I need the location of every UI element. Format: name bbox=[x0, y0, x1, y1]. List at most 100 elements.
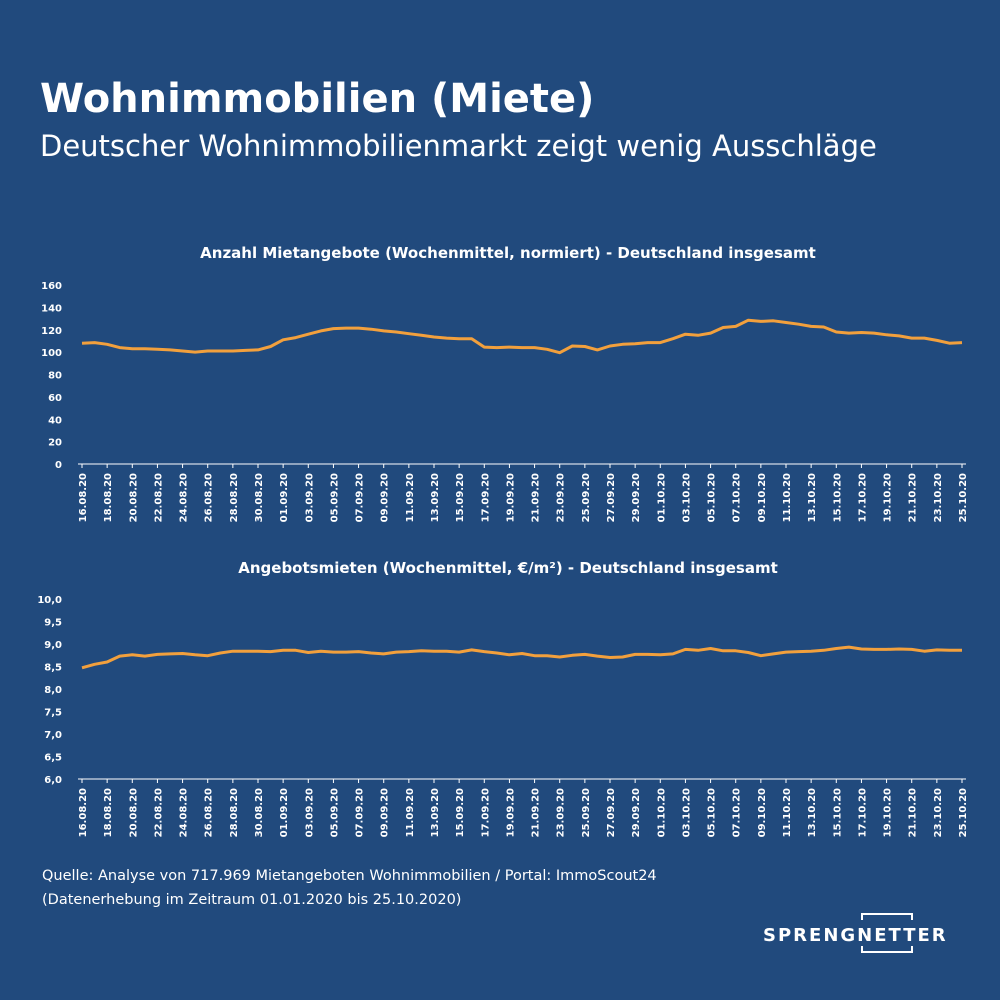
x-tick-label: 15.10.20 bbox=[832, 788, 843, 837]
x-tick-label: 17.09.20 bbox=[480, 473, 491, 522]
title: Wohnimmobilien (Miete) bbox=[40, 76, 594, 122]
x-tick-label: 23.10.20 bbox=[933, 473, 944, 522]
x-tick-label: 16.08.20 bbox=[78, 788, 89, 837]
x-tick-label: 21.09.20 bbox=[531, 473, 542, 522]
x-tick-label: 19.09.20 bbox=[505, 473, 516, 522]
y-tick-label: 80 bbox=[48, 371, 62, 382]
x-tick-label: 27.09.20 bbox=[606, 788, 617, 837]
data-line bbox=[81, 318, 963, 355]
x-tick-label: 24.08.20 bbox=[179, 788, 190, 837]
x-tick-label: 09.09.20 bbox=[380, 788, 391, 837]
x-tick-label: 18.08.20 bbox=[103, 473, 114, 522]
x-tick-label: 21.09.20 bbox=[531, 788, 542, 837]
x-tick-label: 16.08.20 bbox=[78, 473, 89, 522]
y-tick-label: 140 bbox=[41, 303, 62, 314]
x-tick-label: 17.09.20 bbox=[480, 788, 491, 837]
x-tick-label: 03.09.20 bbox=[304, 473, 315, 522]
logo-bracket bbox=[861, 946, 913, 953]
x-tick-label: 23.10.20 bbox=[933, 788, 944, 837]
x-tick-label: 23.09.20 bbox=[556, 473, 567, 522]
x-tick-label: 15.09.20 bbox=[455, 473, 466, 522]
x-tick-label: 07.10.20 bbox=[732, 788, 743, 837]
y-tick-label: 6,0 bbox=[44, 775, 62, 786]
x-tick-label: 13.10.20 bbox=[807, 788, 818, 837]
x-tick-label: 15.09.20 bbox=[455, 788, 466, 837]
x-tick-label: 07.09.20 bbox=[355, 788, 366, 837]
x-tick-label: 03.09.20 bbox=[304, 788, 315, 837]
logo-bracket bbox=[861, 913, 913, 920]
y-tick-label: 20 bbox=[48, 438, 62, 449]
y-tick-label: 0 bbox=[55, 460, 62, 471]
x-tick-label: 11.10.20 bbox=[782, 473, 793, 522]
x-tick-label: 26.08.20 bbox=[204, 788, 215, 837]
y-tick-label: 8,5 bbox=[44, 663, 62, 674]
x-tick-label: 09.10.20 bbox=[757, 473, 768, 522]
x-tick-label: 05.10.20 bbox=[707, 788, 718, 837]
x-tick-label: 01.10.20 bbox=[656, 473, 667, 522]
x-tick-label: 11.09.20 bbox=[405, 473, 416, 522]
x-tick-label: 20.08.20 bbox=[128, 473, 139, 522]
y-tick-label: 7,5 bbox=[44, 708, 62, 719]
x-tick-label: 05.09.20 bbox=[329, 788, 340, 837]
x-tick-label: 11.10.20 bbox=[782, 788, 793, 837]
x-tick-label: 09.10.20 bbox=[757, 788, 768, 837]
x-tick-label: 07.10.20 bbox=[732, 473, 743, 522]
x-tick-label: 01.10.20 bbox=[656, 788, 667, 837]
x-tick-label: 22.08.20 bbox=[153, 788, 164, 837]
y-tick-label: 40 bbox=[48, 415, 62, 426]
x-tick-label: 19.09.20 bbox=[505, 788, 516, 837]
source-line: (Datenerhebung im Zeitraum 01.01.2020 bi… bbox=[42, 892, 461, 908]
x-tick-label: 05.09.20 bbox=[329, 473, 340, 522]
x-tick-label: 09.09.20 bbox=[380, 473, 391, 522]
x-tick-label: 25.09.20 bbox=[581, 473, 592, 522]
x-tick-label: 21.10.20 bbox=[908, 788, 919, 837]
x-tick-label: 20.08.20 bbox=[128, 788, 139, 837]
y-tick-label: 6,5 bbox=[44, 753, 62, 764]
x-tick-label: 01.09.20 bbox=[279, 473, 290, 522]
x-tick-label: 15.10.20 bbox=[832, 473, 843, 522]
x-tick-label: 26.08.20 bbox=[204, 473, 215, 522]
x-tick-label: 01.09.20 bbox=[279, 788, 290, 837]
x-tick-label: 11.09.20 bbox=[405, 788, 416, 837]
x-tick-label: 03.10.20 bbox=[681, 788, 692, 837]
x-tick-label: 19.10.20 bbox=[883, 473, 894, 522]
y-tick-label: 120 bbox=[41, 326, 62, 337]
x-tick-label: 30.08.20 bbox=[254, 788, 265, 837]
x-tick-label: 25.09.20 bbox=[581, 788, 592, 837]
x-tick-label: 19.10.20 bbox=[883, 788, 894, 837]
y-tick-label: 9,0 bbox=[44, 640, 62, 651]
x-tick-label: 27.09.20 bbox=[606, 473, 617, 522]
x-tick-label: 17.10.20 bbox=[857, 788, 868, 837]
data-line bbox=[81, 645, 962, 670]
x-tick-label: 30.08.20 bbox=[254, 473, 265, 522]
y-tick-label: 100 bbox=[41, 348, 62, 359]
subtitle: Deutscher Wohnimmobilienmarkt zeigt weni… bbox=[40, 129, 877, 163]
x-tick-label: 05.10.20 bbox=[707, 473, 718, 522]
y-tick-label: 9,5 bbox=[44, 618, 62, 629]
y-tick-label: 10,0 bbox=[37, 595, 62, 606]
x-tick-label: 13.09.20 bbox=[430, 473, 441, 522]
x-tick-label: 25.10.20 bbox=[958, 788, 969, 837]
y-tick-label: 8,0 bbox=[44, 685, 62, 696]
x-tick-label: 17.10.20 bbox=[857, 473, 868, 522]
x-tick-label: 29.09.20 bbox=[631, 788, 642, 837]
x-tick-label: 07.09.20 bbox=[355, 473, 366, 522]
x-tick-label: 13.10.20 bbox=[807, 473, 818, 522]
x-tick-label: 29.09.20 bbox=[631, 473, 642, 522]
x-tick-label: 21.10.20 bbox=[908, 473, 919, 522]
x-tick-label: 24.08.20 bbox=[179, 473, 190, 522]
x-tick-label: 28.08.20 bbox=[229, 788, 240, 837]
x-tick-label: 23.09.20 bbox=[556, 788, 567, 837]
logo: SPRENGNETTER bbox=[763, 925, 948, 946]
source-line: Quelle: Analyse von 717.969 Mietangebote… bbox=[42, 868, 657, 884]
x-tick-label: 03.10.20 bbox=[681, 473, 692, 522]
y-tick-label: 60 bbox=[48, 393, 62, 404]
x-tick-label: 18.08.20 bbox=[103, 788, 114, 837]
x-tick-label: 28.08.20 bbox=[229, 473, 240, 522]
y-tick-label: 7,0 bbox=[44, 730, 62, 741]
x-tick-label: 25.10.20 bbox=[958, 473, 969, 522]
x-tick-label: 22.08.20 bbox=[153, 473, 164, 522]
y-tick-label: 160 bbox=[41, 281, 62, 292]
